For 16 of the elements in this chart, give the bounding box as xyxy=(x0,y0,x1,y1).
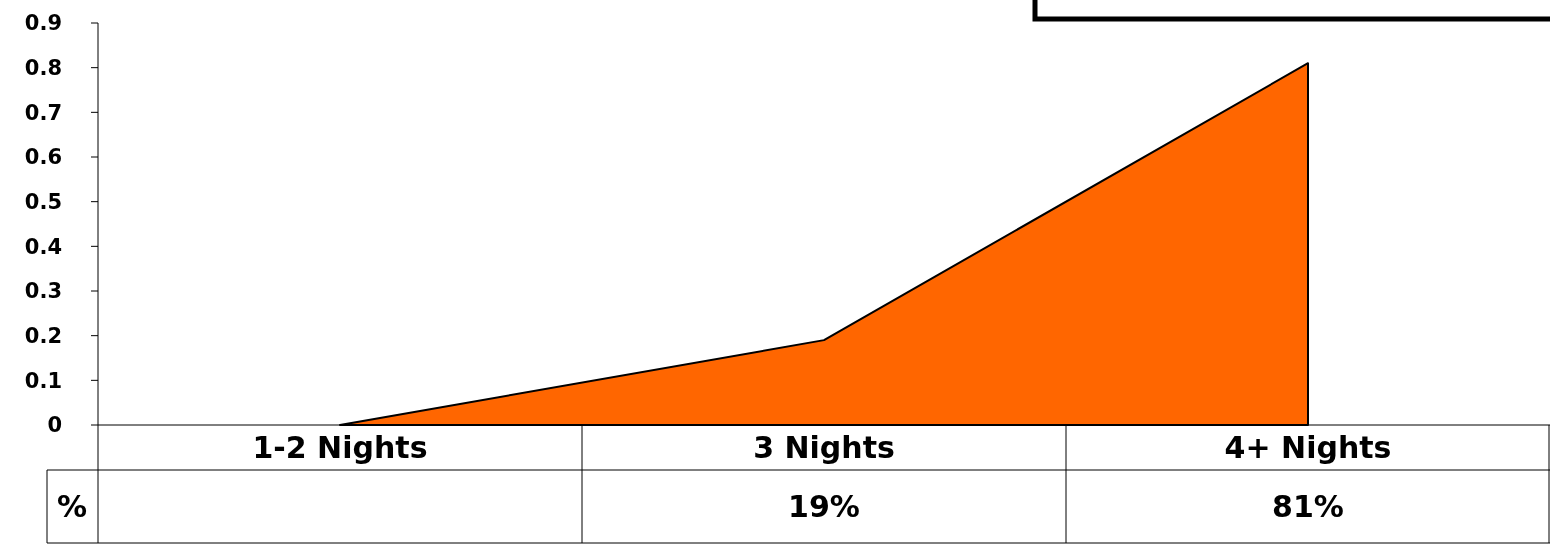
y-tick-label: 0.7 xyxy=(24,100,62,125)
text: % xyxy=(56,489,88,524)
data-label: 81% xyxy=(1272,489,1344,524)
y-tick-label: 0.4 xyxy=(24,234,62,259)
y-tick-label: 0.5 xyxy=(24,190,62,215)
y-tick-label: 0 xyxy=(47,413,62,438)
y-tick-label: 0.1 xyxy=(24,368,62,393)
data-label: 19% xyxy=(788,489,860,524)
y-tick-label: 0.2 xyxy=(24,324,62,349)
y-tick-label: 0.9 xyxy=(24,11,62,36)
x-tick-label: 4+ Nights xyxy=(1224,430,1392,465)
x-tick-label: 1-2 Nights xyxy=(252,430,428,465)
x-tick-label: 3 Nights xyxy=(753,430,895,465)
y-tick-label: 0.6 xyxy=(24,145,62,170)
y-tick-label: 0.8 xyxy=(24,56,62,81)
y-tick-label: 0.3 xyxy=(24,279,62,304)
